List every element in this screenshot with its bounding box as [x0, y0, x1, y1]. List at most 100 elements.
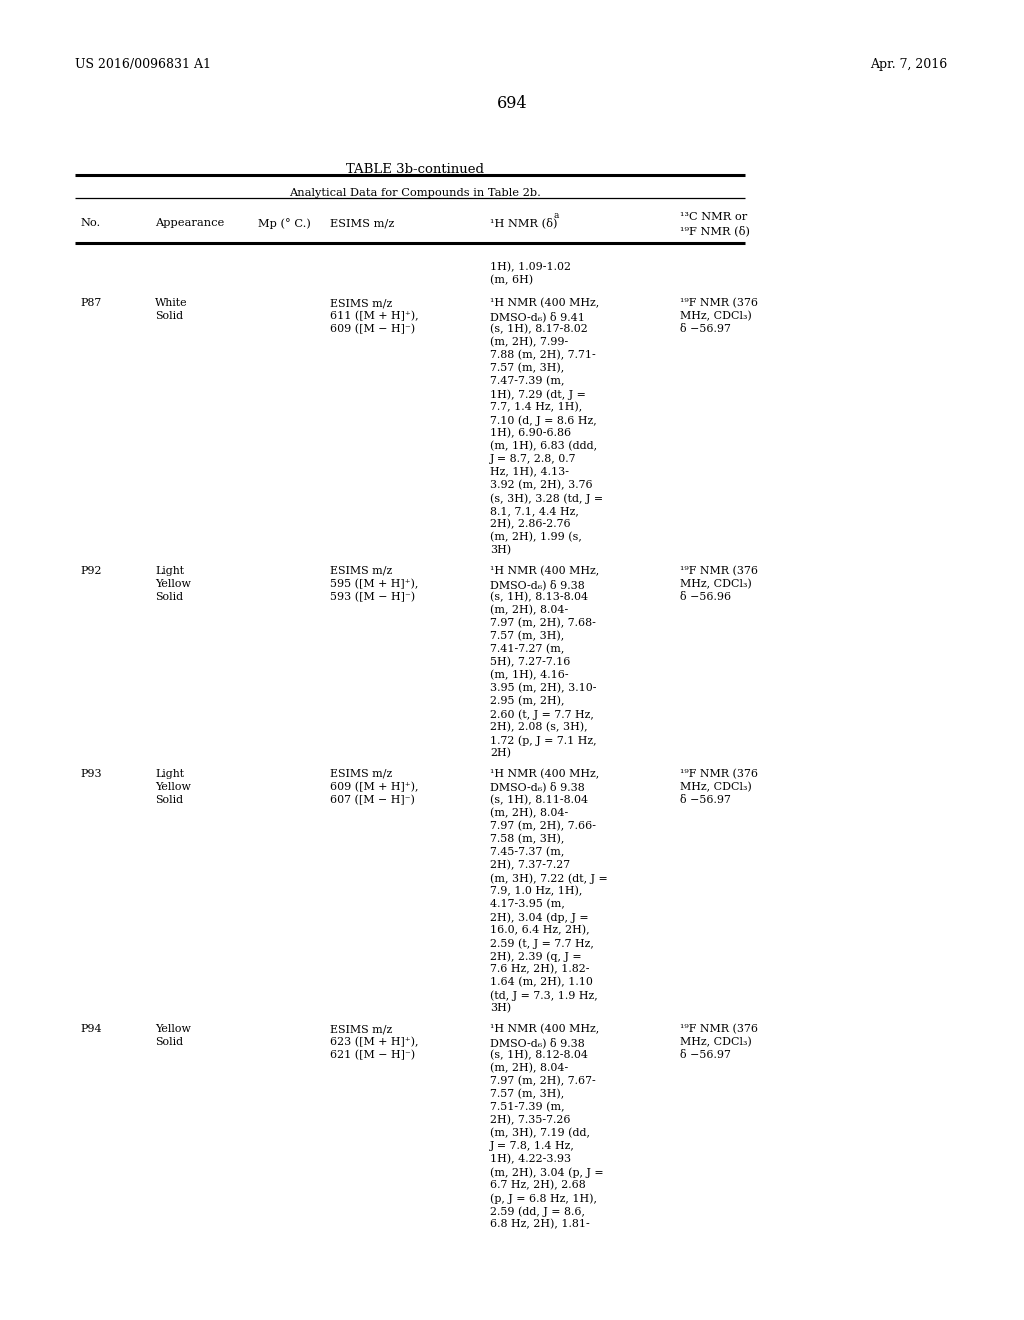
Text: MHz, CDCl₃): MHz, CDCl₃): [680, 781, 752, 792]
Text: 7.10 (d, J = 8.6 Hz,: 7.10 (d, J = 8.6 Hz,: [490, 414, 597, 425]
Text: (td, J = 7.3, 1.9 Hz,: (td, J = 7.3, 1.9 Hz,: [490, 990, 598, 1001]
Text: DMSO-d₆) δ 9.38: DMSO-d₆) δ 9.38: [490, 1038, 585, 1048]
Text: 7.97 (m, 2H), 7.66-: 7.97 (m, 2H), 7.66-: [490, 821, 596, 832]
Text: 609 ([M − H]⁻): 609 ([M − H]⁻): [330, 323, 415, 334]
Text: ¹⁹F NMR (δ): ¹⁹F NMR (δ): [680, 226, 750, 236]
Text: 2.59 (t, J = 7.7 Hz,: 2.59 (t, J = 7.7 Hz,: [490, 939, 594, 949]
Text: 16.0, 6.4 Hz, 2H),: 16.0, 6.4 Hz, 2H),: [490, 925, 590, 936]
Text: 7.41-7.27 (m,: 7.41-7.27 (m,: [490, 644, 564, 655]
Text: ¹H NMR (δ): ¹H NMR (δ): [490, 218, 557, 228]
Text: MHz, CDCl₃): MHz, CDCl₃): [680, 312, 752, 321]
Text: No.: No.: [80, 218, 100, 228]
Text: Mp (° C.): Mp (° C.): [258, 218, 311, 228]
Text: (m, 2H), 7.99-: (m, 2H), 7.99-: [490, 337, 568, 347]
Text: US 2016/0096831 A1: US 2016/0096831 A1: [75, 58, 211, 71]
Text: 2.59 (dd, J = 8.6,: 2.59 (dd, J = 8.6,: [490, 1206, 585, 1217]
Text: (p, J = 6.8 Hz, 1H),: (p, J = 6.8 Hz, 1H),: [490, 1193, 597, 1204]
Text: 6.7 Hz, 2H), 2.68: 6.7 Hz, 2H), 2.68: [490, 1180, 586, 1191]
Text: a: a: [554, 211, 559, 220]
Text: 2H), 2.08 (s, 3H),: 2H), 2.08 (s, 3H),: [490, 722, 588, 733]
Text: Solid: Solid: [155, 591, 183, 602]
Text: ESIMS m/z: ESIMS m/z: [330, 298, 392, 308]
Text: 1H), 7.29 (dt, J =: 1H), 7.29 (dt, J =: [490, 389, 586, 400]
Text: 1H), 6.90-6.86: 1H), 6.90-6.86: [490, 428, 571, 438]
Text: Yellow: Yellow: [155, 579, 190, 589]
Text: δ −56.97: δ −56.97: [680, 795, 731, 805]
Text: Solid: Solid: [155, 795, 183, 805]
Text: 2H), 3.04 (dp, J =: 2H), 3.04 (dp, J =: [490, 912, 589, 923]
Text: (m, 2H), 8.04-: (m, 2H), 8.04-: [490, 1063, 568, 1073]
Text: 3.92 (m, 2H), 3.76: 3.92 (m, 2H), 3.76: [490, 480, 593, 490]
Text: Light: Light: [155, 566, 184, 576]
Text: 1H), 1.09-1.02: 1H), 1.09-1.02: [490, 261, 571, 272]
Text: 2H), 7.37-7.27: 2H), 7.37-7.27: [490, 861, 570, 870]
Text: 3.95 (m, 2H), 3.10-: 3.95 (m, 2H), 3.10-: [490, 682, 597, 693]
Text: (m, 2H), 8.04-: (m, 2H), 8.04-: [490, 808, 568, 818]
Text: 7.7, 1.4 Hz, 1H),: 7.7, 1.4 Hz, 1H),: [490, 403, 583, 412]
Text: 7.97 (m, 2H), 7.68-: 7.97 (m, 2H), 7.68-: [490, 618, 596, 628]
Text: δ −56.96: δ −56.96: [680, 591, 731, 602]
Text: Solid: Solid: [155, 1038, 183, 1047]
Text: 2H): 2H): [490, 748, 511, 758]
Text: ¹H NMR (400 MHz,: ¹H NMR (400 MHz,: [490, 566, 599, 577]
Text: 2H), 2.39 (q, J =: 2H), 2.39 (q, J =: [490, 950, 582, 961]
Text: δ −56.97: δ −56.97: [680, 323, 731, 334]
Text: 1.72 (p, J = 7.1 Hz,: 1.72 (p, J = 7.1 Hz,: [490, 735, 597, 746]
Text: TABLE 3b-continued: TABLE 3b-continued: [346, 162, 484, 176]
Text: ¹⁹F NMR (376: ¹⁹F NMR (376: [680, 770, 758, 779]
Text: DMSO-d₆) δ 9.41: DMSO-d₆) δ 9.41: [490, 312, 585, 322]
Text: ¹H NMR (400 MHz,: ¹H NMR (400 MHz,: [490, 770, 599, 779]
Text: P87: P87: [80, 298, 101, 308]
Text: P94: P94: [80, 1024, 101, 1034]
Text: DMSO-d₆) δ 9.38: DMSO-d₆) δ 9.38: [490, 579, 585, 590]
Text: (s, 1H), 8.13-8.04: (s, 1H), 8.13-8.04: [490, 591, 588, 602]
Text: MHz, CDCl₃): MHz, CDCl₃): [680, 1038, 752, 1047]
Text: 611 ([M + H]⁺),: 611 ([M + H]⁺),: [330, 312, 419, 321]
Text: 609 ([M + H]⁺),: 609 ([M + H]⁺),: [330, 781, 419, 792]
Text: ¹⁹F NMR (376: ¹⁹F NMR (376: [680, 298, 758, 309]
Text: ¹⁹F NMR (376: ¹⁹F NMR (376: [680, 1024, 758, 1035]
Text: (s, 1H), 8.12-8.04: (s, 1H), 8.12-8.04: [490, 1049, 588, 1060]
Text: (m, 3H), 7.19 (dd,: (m, 3H), 7.19 (dd,: [490, 1129, 590, 1138]
Text: 7.6 Hz, 2H), 1.82-: 7.6 Hz, 2H), 1.82-: [490, 964, 590, 974]
Text: 7.47-7.39 (m,: 7.47-7.39 (m,: [490, 376, 564, 387]
Text: ESIMS m/z: ESIMS m/z: [330, 566, 392, 576]
Text: (s, 1H), 8.17-8.02: (s, 1H), 8.17-8.02: [490, 323, 588, 334]
Text: MHz, CDCl₃): MHz, CDCl₃): [680, 579, 752, 589]
Text: Appearance: Appearance: [155, 218, 224, 228]
Text: Hz, 1H), 4.13-: Hz, 1H), 4.13-: [490, 467, 569, 478]
Text: 7.45-7.37 (m,: 7.45-7.37 (m,: [490, 847, 564, 858]
Text: ESIMS m/z: ESIMS m/z: [330, 1024, 392, 1034]
Text: 7.88 (m, 2H), 7.71-: 7.88 (m, 2H), 7.71-: [490, 350, 596, 360]
Text: 7.51-7.39 (m,: 7.51-7.39 (m,: [490, 1102, 564, 1113]
Text: 623 ([M + H]⁺),: 623 ([M + H]⁺),: [330, 1038, 419, 1047]
Text: Yellow: Yellow: [155, 1024, 190, 1034]
Text: 7.9, 1.0 Hz, 1H),: 7.9, 1.0 Hz, 1H),: [490, 886, 583, 896]
Text: 2.60 (t, J = 7.7 Hz,: 2.60 (t, J = 7.7 Hz,: [490, 709, 594, 719]
Text: ESIMS m/z: ESIMS m/z: [330, 770, 392, 779]
Text: Yellow: Yellow: [155, 781, 190, 792]
Text: Analytical Data for Compounds in Table 2b.: Analytical Data for Compounds in Table 2…: [289, 187, 541, 198]
Text: ¹H NMR (400 MHz,: ¹H NMR (400 MHz,: [490, 298, 599, 309]
Text: (m, 3H), 7.22 (dt, J =: (m, 3H), 7.22 (dt, J =: [490, 873, 608, 883]
Text: Solid: Solid: [155, 312, 183, 321]
Text: 607 ([M − H]⁻): 607 ([M − H]⁻): [330, 795, 415, 805]
Text: (m, 2H), 1.99 (s,: (m, 2H), 1.99 (s,: [490, 532, 582, 543]
Text: 694: 694: [497, 95, 527, 112]
Text: 621 ([M − H]⁻): 621 ([M − H]⁻): [330, 1049, 415, 1060]
Text: 1H), 4.22-3.93: 1H), 4.22-3.93: [490, 1154, 571, 1164]
Text: DMSO-d₆) δ 9.38: DMSO-d₆) δ 9.38: [490, 781, 585, 793]
Text: 6.8 Hz, 2H), 1.81-: 6.8 Hz, 2H), 1.81-: [490, 1218, 590, 1229]
Text: J = 7.8, 1.4 Hz,: J = 7.8, 1.4 Hz,: [490, 1140, 574, 1151]
Text: 3H): 3H): [490, 1003, 511, 1014]
Text: Light: Light: [155, 770, 184, 779]
Text: 593 ([M − H]⁻): 593 ([M − H]⁻): [330, 591, 415, 602]
Text: ¹³C NMR or: ¹³C NMR or: [680, 213, 748, 222]
Text: ¹⁹F NMR (376: ¹⁹F NMR (376: [680, 566, 758, 577]
Text: 2.95 (m, 2H),: 2.95 (m, 2H),: [490, 696, 564, 706]
Text: 5H), 7.27-7.16: 5H), 7.27-7.16: [490, 657, 570, 668]
Text: 8.1, 7.1, 4.4 Hz,: 8.1, 7.1, 4.4 Hz,: [490, 506, 579, 516]
Text: J = 8.7, 2.8, 0.7: J = 8.7, 2.8, 0.7: [490, 454, 577, 465]
Text: 595 ([M + H]⁺),: 595 ([M + H]⁺),: [330, 579, 419, 589]
Text: White: White: [155, 298, 187, 308]
